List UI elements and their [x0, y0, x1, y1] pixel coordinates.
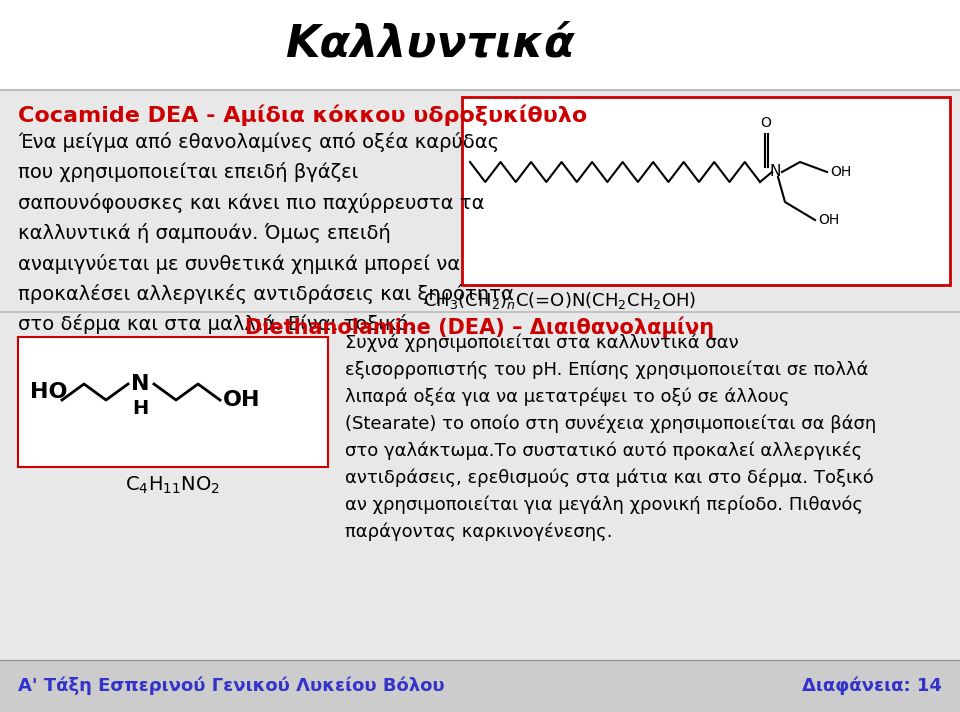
Text: Α' Τάξη Εσπερινού Γενικού Λυκείου Βόλου: Α' Τάξη Εσπερινού Γενικού Λυκείου Βόλου [18, 676, 444, 695]
Bar [462, 97, 950, 285]
Text: OH: OH [830, 165, 852, 179]
Text: Καλλυντικά: Καλλυντικά [285, 23, 575, 66]
Bar [18, 337, 328, 467]
Text: OH: OH [818, 213, 839, 227]
Text: Διαφάνεια: 14: Διαφάνεια: 14 [803, 676, 942, 695]
Text: C$_4$H$_{11}$NO$_2$: C$_4$H$_{11}$NO$_2$ [126, 475, 221, 496]
Text: Cocamide DEA - Αμίδια κόκκου υδροξυκίθυλο: Cocamide DEA - Αμίδια κόκκου υδροξυκίθυλ… [18, 104, 588, 125]
Text: Ένα μείγμα από εθανολαμίνες από οξέα καρύδας
που χρησιμοποιείται επειδή βγάζει
σ: Ένα μείγμα από εθανολαμίνες από οξέα καρ… [18, 132, 514, 335]
Bar [0, 0, 960, 90]
Text: Diethanolamine (DEA) – Διαιθανολαμίνη: Diethanolamine (DEA) – Διαιθανολαμίνη [246, 316, 714, 337]
Text: N: N [769, 164, 780, 179]
Text: OH: OH [223, 390, 260, 410]
Text: N: N [131, 374, 149, 394]
Text: HO: HO [30, 382, 67, 402]
Text: CH$_3$(CH$_2$)$_n$C(=O)N(CH$_2$CH$_2$OH): CH$_3$(CH$_2$)$_n$C(=O)N(CH$_2$CH$_2$OH) [423, 290, 697, 311]
Text: O: O [760, 116, 772, 130]
Text: H: H [132, 399, 148, 417]
Text: Συχνά χρησιμοποιείται στα καλλυντικά σαν
εξισορροπιστής του pH. Επίσης χρησιμοπο: Συχνά χρησιμοποιείται στα καλλυντικά σαν… [345, 334, 876, 541]
Bar [0, 660, 960, 712]
